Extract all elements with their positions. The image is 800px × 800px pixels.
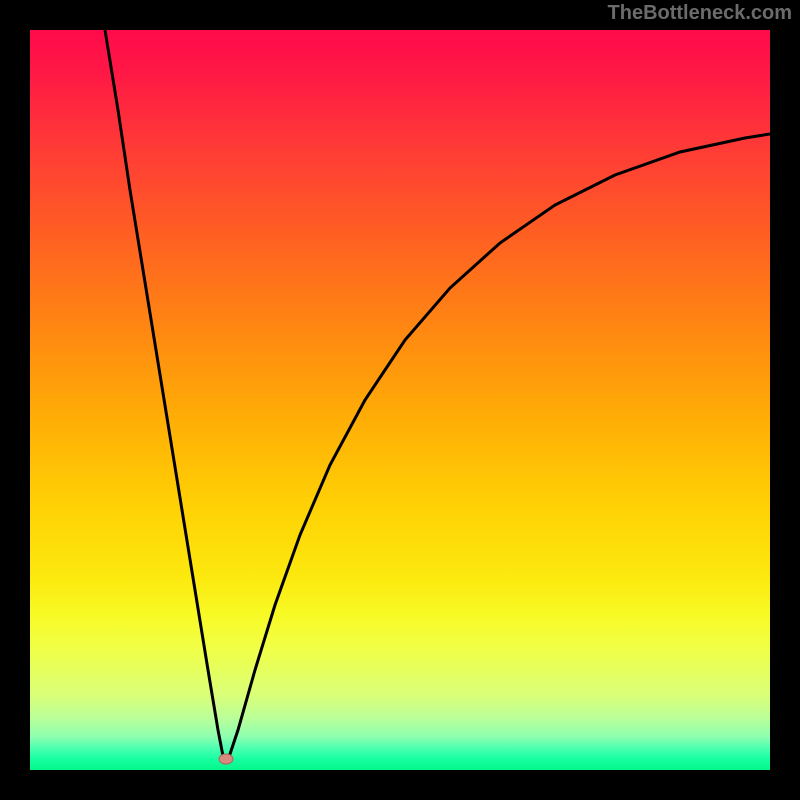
- minimum-marker: [219, 754, 233, 764]
- watermark-text: TheBottleneck.com: [608, 2, 792, 25]
- chart-container: TheBottleneck.com: [0, 0, 800, 800]
- gradient-background: [30, 30, 770, 770]
- chart-svg: [30, 30, 770, 770]
- plot-area: [30, 30, 770, 770]
